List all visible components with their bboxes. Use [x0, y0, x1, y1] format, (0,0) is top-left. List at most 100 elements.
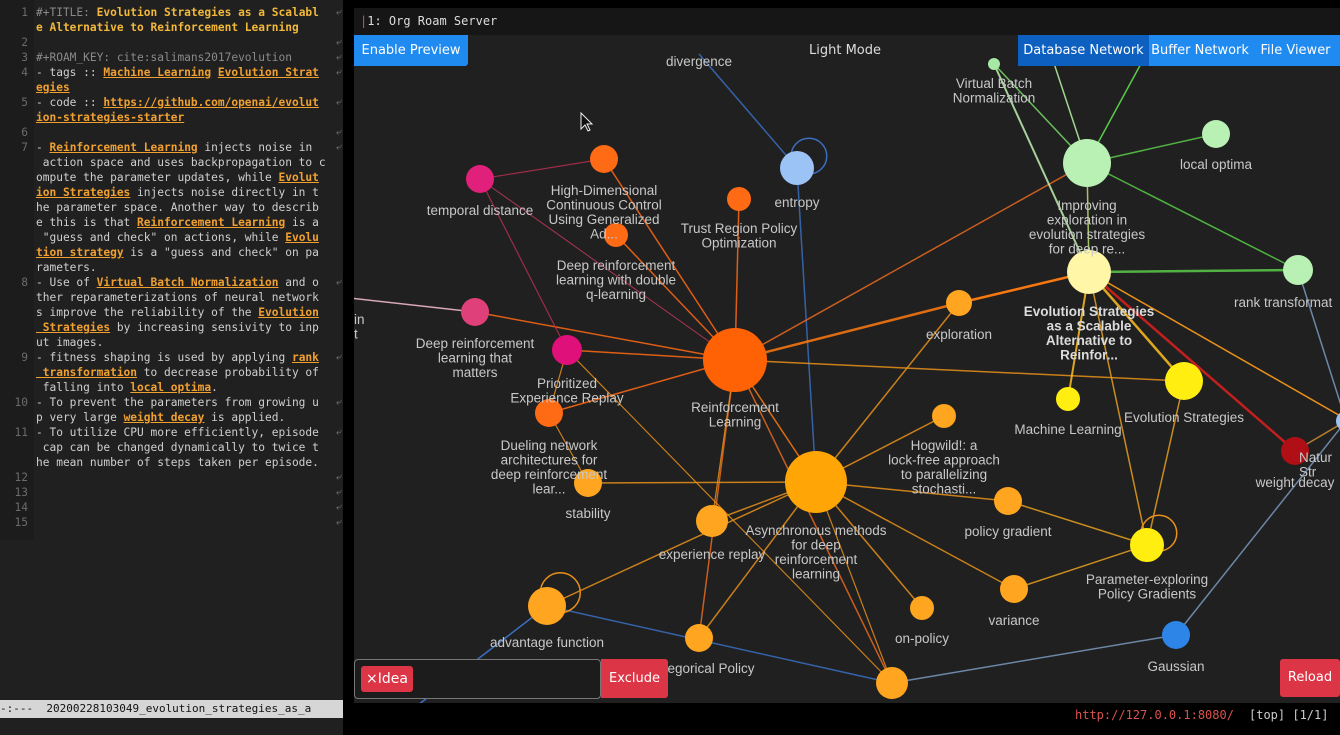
editor-line[interactable]: 5 - code :: https://github.com/openai/evo… — [0, 95, 343, 110]
editor-line[interactable]: 3 #+ROAM_KEY: cite:salimans2017evolution ⤶ — [0, 50, 343, 65]
tab-file-viewer[interactable]: File Viewer — [1251, 35, 1340, 66]
graph-node-expreplay[interactable] — [696, 505, 728, 537]
graph-node-esscal[interactable] — [1067, 250, 1111, 294]
graph-node-bottom[interactable] — [876, 667, 908, 699]
graph-nodes[interactable] — [461, 58, 1340, 699]
org-link[interactable]: Evolution — [258, 306, 319, 319]
editor-line[interactable]: "guess and check" on actions, while Evol… — [0, 230, 343, 245]
graph-node-stability[interactable] — [574, 469, 602, 497]
graph-node-exploration[interactable] — [946, 290, 972, 316]
light-mode-toggle[interactable]: Light Mode — [809, 43, 881, 58]
editor-line[interactable]: ompute the parameter updates, while Evol… — [0, 170, 343, 185]
editor-line[interactable]: 14 ⤶ — [0, 500, 343, 515]
graph-node-gaussian[interactable] — [1162, 621, 1190, 649]
editor-line[interactable]: p very large weight decay is applied. — [0, 410, 343, 425]
graph-node-improving[interactable] — [1063, 139, 1111, 187]
graph-node-ddqn[interactable] — [604, 223, 628, 247]
graph-canvas[interactable]: divergence entropy Virtual Batch Normalizat… — [354, 8, 1340, 727]
editor-line[interactable]: 12 ⤶ — [0, 470, 343, 485]
org-link[interactable]: rank — [291, 351, 319, 364]
editor-line[interactable]: he mean number of steps taken per episod… — [0, 455, 343, 470]
editor-line[interactable]: 9 - fitness shaping is used by applying r… — [0, 350, 343, 365]
graph-node-dueling[interactable] — [535, 399, 563, 427]
editor-line[interactable]: action space and uses backpropagation to… — [0, 155, 343, 170]
editor-line[interactable]: e this is that Reinforcement Learning is… — [0, 215, 343, 230]
org-link[interactable]: Reinforcement Learning — [137, 216, 286, 229]
org-link[interactable]: Evolu — [285, 231, 319, 244]
editor-line[interactable]: 8 - Use of Virtual Batch Normalization an… — [0, 275, 343, 290]
graph-node-rl[interactable] — [703, 328, 767, 392]
graph-node-temporal[interactable] — [466, 165, 494, 193]
filter-chip[interactable]: ×Idea — [361, 666, 413, 692]
graph-node-per[interactable] — [552, 335, 582, 365]
editor-line[interactable]: ut images. — [0, 335, 343, 350]
exclude-button[interactable]: Exclude — [601, 659, 668, 698]
org-link[interactable]: ion Strategies — [36, 186, 131, 199]
org-link[interactable]: local optima — [130, 381, 212, 394]
reload-button[interactable]: Reload — [1280, 659, 1340, 697]
browser-pane[interactable]: divergence entropy Virtual Batch Normalizat… — [354, 8, 1340, 727]
editor-line[interactable]: ion Strategies injects noise directly in… — [0, 185, 343, 200]
editor-line[interactable]: egies — [0, 80, 343, 95]
remove-chip-icon[interactable]: × — [366, 671, 378, 687]
editor-line[interactable]: 6 ⤶ — [0, 125, 343, 140]
editor-line[interactable]: rameters. — [0, 260, 343, 275]
editor-line[interactable]: he parameter space. Another way to descr… — [0, 200, 343, 215]
editor-line[interactable]: 10 - To prevent the parameters from growi… — [0, 395, 343, 410]
org-link[interactable]: Virtual Batch Normalization — [96, 276, 279, 289]
editor-line[interactable]: falling into local optima. — [0, 380, 343, 395]
org-link[interactable]: weight decay — [123, 411, 205, 424]
graph-node-policygrad[interactable] — [994, 487, 1022, 515]
org-link[interactable]: Evolut — [278, 171, 319, 184]
graph-node-localopt[interactable] — [1202, 120, 1230, 148]
org-link[interactable]: https://github.com/openai/evolut — [103, 96, 319, 109]
editor-line[interactable]: ther reparameterizations of neural netwo… — [0, 290, 343, 305]
graph-node-onpolicy[interactable] — [910, 596, 934, 620]
tab-database-network[interactable]: Database Network — [1018, 35, 1149, 66]
editor-line[interactable]: 4 - tags :: Machine Learning Evolution St… — [0, 65, 343, 80]
graph-node-hdcc[interactable] — [590, 145, 618, 173]
editor-line[interactable]: transformation to decrease probability o… — [0, 365, 343, 380]
editor-line[interactable]: 13 ⤶ — [0, 485, 343, 500]
tab-buffer-network[interactable]: Buffer Network — [1149, 35, 1251, 66]
org-link[interactable]: Strategies — [36, 321, 111, 334]
editor-line[interactable]: 15 ⤶ — [0, 515, 343, 530]
editor-line[interactable]: 7- Reinforcement Learning injects noise … — [0, 140, 343, 155]
graph-node-entropy[interactable] — [780, 151, 814, 185]
graph-node-advantage[interactable] — [528, 587, 566, 625]
graph-node-a3c[interactable] — [785, 451, 847, 513]
graph-node-variance[interactable] — [1000, 575, 1028, 603]
editor-line[interactable]: Strategies by increasing sensivity to in… — [0, 320, 343, 335]
graph-node-categorical[interactable] — [685, 624, 713, 652]
enable-preview-button[interactable]: Enable Preview — [354, 35, 468, 66]
editor-line[interactable]: tion strategy is a "guess and check" on … — [0, 245, 343, 260]
editor-line[interactable]: cap can be changed dynamically to twice … — [0, 440, 343, 455]
org-link[interactable]: tion strategy — [36, 246, 124, 259]
editor-line[interactable]: 1 #+TITLE: Evolution Strategies as a Scal… — [0, 5, 343, 20]
editor-pane[interactable]: 1 #+TITLE: Evolution Strategies as a Scal… — [0, 0, 343, 735]
graph-node-drlm[interactable] — [461, 298, 489, 326]
editor-line[interactable]: s improve the reliability of the Evoluti… — [0, 305, 343, 320]
org-link[interactable]: Reinforcement Learning — [49, 141, 198, 154]
filter-tag-input[interactable]: ×Idea — [354, 659, 601, 699]
graph-node-es[interactable] — [1165, 362, 1203, 400]
graph-node-natur[interactable] — [1336, 411, 1340, 431]
graph-node-hogwild[interactable] — [932, 404, 956, 428]
org-link[interactable]: Evolution Strat — [217, 66, 319, 79]
graph-node-rank[interactable] — [1283, 255, 1313, 285]
graph-edge — [958, 271, 1090, 304]
graph-node-ml[interactable] — [1056, 387, 1080, 411]
graph-node-pepg[interactable] — [1130, 528, 1164, 562]
tab-title[interactable]: 1: Org Roam Server — [367, 14, 498, 28]
editor-line[interactable]: ion-strategies-starter — [0, 110, 343, 125]
org-link[interactable]: egies — [36, 81, 70, 94]
graph-node-vbn[interactable] — [988, 58, 1000, 70]
editor-line[interactable]: e Alternative to Reinforcement Learning — [0, 20, 343, 35]
org-link[interactable]: ion-strategies-starter — [36, 111, 185, 124]
org-link[interactable]: transformation — [36, 366, 138, 379]
org-link[interactable]: Machine Learning — [103, 66, 212, 79]
editor-line[interactable]: 11 - To utilize CPU more efficiently, epi… — [0, 425, 343, 440]
graph-node-trpo[interactable] — [727, 187, 751, 211]
editor-line[interactable]: 2 ⤶ — [0, 35, 343, 50]
graph-node-wd[interactable] — [1281, 437, 1309, 465]
